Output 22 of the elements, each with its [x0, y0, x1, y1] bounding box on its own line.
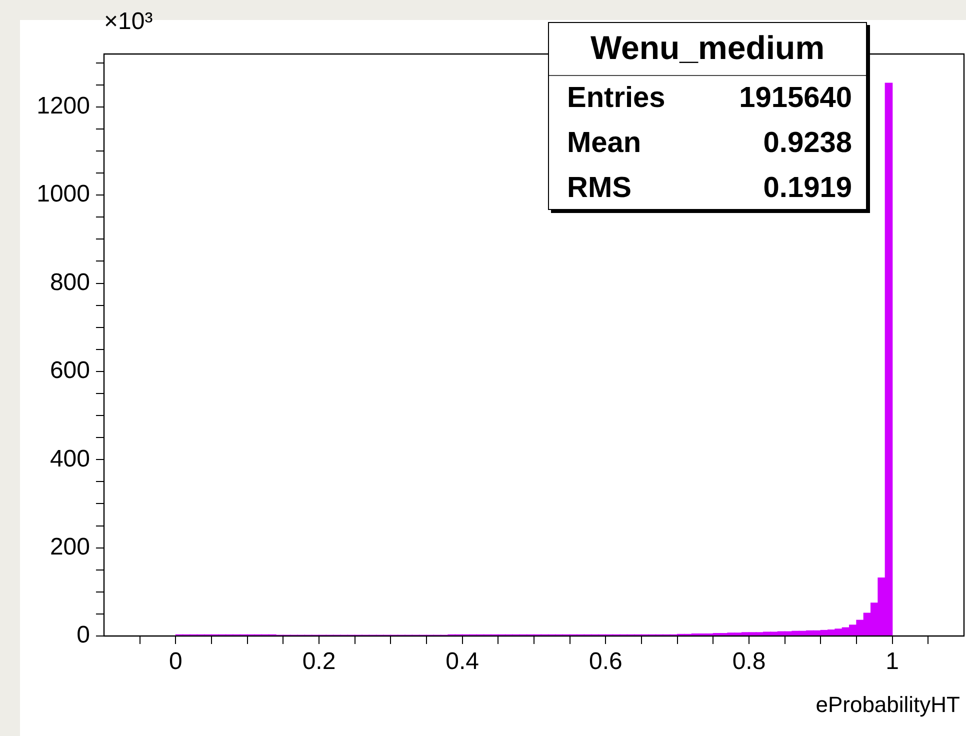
y-tick-label: 600	[50, 357, 90, 384]
y-tick-label: 400	[50, 445, 90, 472]
y-tick-label: 1000	[36, 180, 90, 208]
x-tick-label: 1	[886, 648, 900, 676]
annotation: 0.1919	[762, 172, 852, 205]
annotation: 1915640	[738, 82, 852, 115]
y-tick-label: 200	[50, 533, 90, 560]
x-tick-label: 0.2	[302, 648, 336, 676]
annotation: Mean	[567, 127, 642, 160]
y-tick-label: 800	[50, 268, 90, 296]
y-tick-label: 1200	[36, 92, 90, 120]
x-tick-label: 0.8	[732, 648, 766, 676]
y-tick-label: 0	[76, 622, 90, 649]
x-tick-label: 0.4	[446, 648, 480, 676]
x-tick-label: 0.6	[588, 648, 622, 676]
chart-title: Wenu_medium	[549, 23, 866, 76]
text: ×10³	[104, 8, 153, 36]
annotation: 0.9238	[762, 127, 852, 160]
x-tick-label: 0	[168, 648, 182, 676]
annotation: RMS	[567, 172, 632, 205]
x-axis-title: eProbabilityHT	[816, 692, 960, 718]
annotation: Entries	[567, 82, 666, 115]
